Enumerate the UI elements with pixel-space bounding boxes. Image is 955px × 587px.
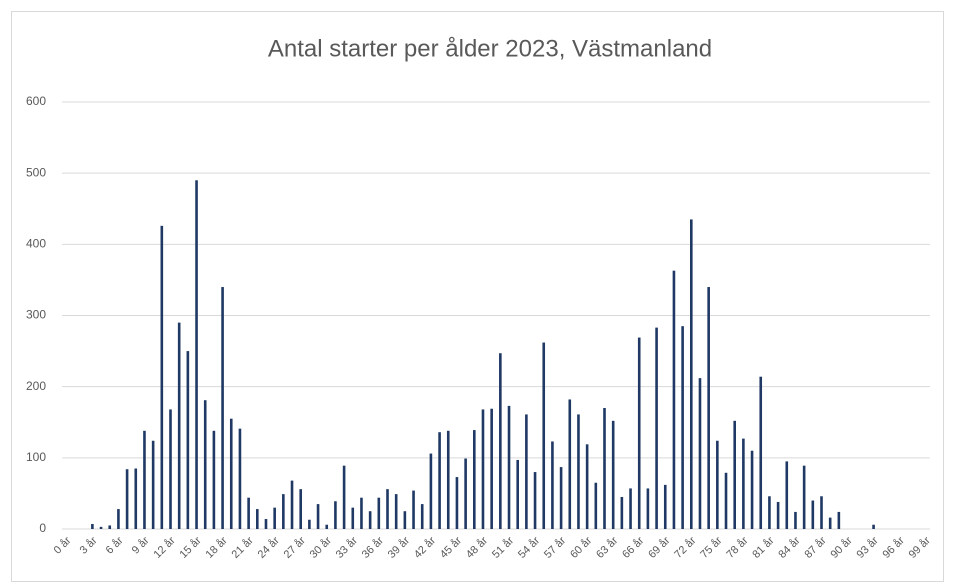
bar <box>143 430 146 529</box>
bar <box>438 432 441 529</box>
bar <box>620 496 624 529</box>
chart-title: Antal starter per ålder 2023, Västmanlan… <box>268 35 712 62</box>
y-tick-label: 100 <box>26 450 46 464</box>
bar <box>794 511 797 529</box>
bar <box>716 440 719 529</box>
bar <box>490 408 493 529</box>
bar <box>473 430 476 529</box>
bar <box>776 501 780 529</box>
bar <box>256 509 259 529</box>
bar <box>134 468 138 529</box>
bar <box>464 458 467 529</box>
y-tick-label: 400 <box>26 237 46 251</box>
bar <box>594 482 598 529</box>
bar <box>99 526 103 529</box>
bar <box>108 525 112 529</box>
bar <box>759 376 763 529</box>
bar <box>360 497 363 529</box>
bar <box>481 409 485 529</box>
bar <box>325 524 329 529</box>
bar <box>837 511 841 529</box>
bar <box>507 405 511 529</box>
bar <box>742 438 745 529</box>
bar <box>750 450 754 529</box>
bar <box>663 484 667 529</box>
bar <box>455 477 459 529</box>
bar <box>768 496 771 529</box>
bar <box>125 469 129 529</box>
bar <box>525 414 528 529</box>
bar <box>403 511 407 529</box>
bar <box>91 524 94 529</box>
bar <box>386 489 389 529</box>
bar <box>368 511 372 529</box>
bar <box>334 501 337 529</box>
bar <box>707 287 710 529</box>
bar <box>603 408 606 529</box>
bar <box>872 524 875 529</box>
bar <box>559 467 563 529</box>
bar <box>698 378 702 529</box>
y-tick-label: 300 <box>26 308 46 322</box>
bar <box>264 519 268 529</box>
bar <box>637 337 641 529</box>
bar <box>229 418 233 529</box>
bar <box>221 287 224 529</box>
bar <box>820 496 823 529</box>
bar <box>568 399 572 529</box>
bar <box>733 420 736 529</box>
bar <box>533 472 537 529</box>
bar <box>412 490 415 529</box>
bar <box>282 494 285 529</box>
bar <box>117 509 120 529</box>
bar <box>828 517 832 529</box>
bar <box>186 351 190 529</box>
bar <box>690 219 693 530</box>
bar <box>290 480 294 529</box>
bar <box>151 440 155 529</box>
bar <box>351 507 355 529</box>
bar <box>429 453 433 529</box>
bar <box>316 504 320 529</box>
bar <box>446 430 450 529</box>
bar <box>629 488 632 529</box>
bar <box>212 430 216 529</box>
bar <box>585 444 589 529</box>
bar <box>577 414 580 529</box>
bar <box>681 326 684 529</box>
bar <box>299 489 302 529</box>
bar <box>542 342 546 529</box>
bar <box>611 420 615 529</box>
bar <box>394 494 398 529</box>
bar <box>203 400 207 529</box>
bar <box>646 488 650 529</box>
bar <box>238 428 242 529</box>
bar <box>195 180 198 530</box>
bar <box>420 504 424 529</box>
bar <box>377 497 381 529</box>
y-tick-label: 500 <box>26 165 46 179</box>
bar <box>516 459 519 529</box>
bar <box>724 472 728 529</box>
bar <box>177 322 181 529</box>
bar <box>672 270 676 529</box>
bar <box>811 500 815 529</box>
bar <box>802 465 806 529</box>
y-tick-label: 200 <box>26 379 46 393</box>
bar <box>655 327 658 529</box>
bar <box>551 441 554 529</box>
y-tick-label: 600 <box>26 94 46 108</box>
bar <box>308 519 311 529</box>
bar <box>499 353 502 529</box>
chart-border <box>11 11 944 582</box>
bar <box>160 225 164 529</box>
bar <box>785 461 789 529</box>
bar <box>169 409 172 529</box>
y-tick-label: 0 <box>39 521 46 535</box>
bar <box>273 507 276 529</box>
bar <box>247 497 250 529</box>
bar <box>342 465 346 529</box>
